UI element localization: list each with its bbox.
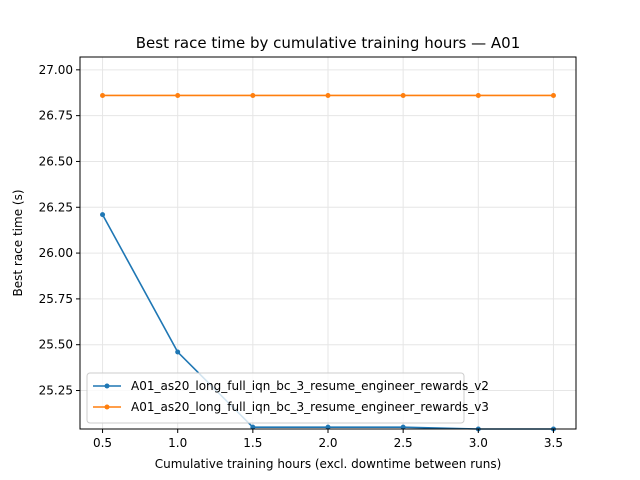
y-tick-label: 26.75: [39, 109, 73, 123]
x-tick-label: 1.5: [243, 436, 262, 450]
y-tick-label: 26.50: [39, 154, 73, 168]
x-tick-label: 1.0: [168, 436, 187, 450]
data-point: [100, 92, 106, 98]
chart-title: Best race time by cumulative training ho…: [136, 34, 521, 52]
y-tick-label: 26.00: [39, 246, 73, 260]
data-point: [325, 424, 331, 430]
y-tick-label: 25.75: [39, 292, 73, 306]
legend: A01_as20_long_full_iqn_bc_3_resume_engin…: [86, 372, 489, 424]
x-tick-label: 0.5: [93, 436, 112, 450]
legend-box: [86, 372, 465, 424]
x-tick-label: 3.5: [544, 436, 563, 450]
x-tick-label: 2.0: [318, 436, 337, 450]
data-point: [175, 349, 181, 355]
data-point: [550, 92, 556, 98]
data-point: [400, 92, 406, 98]
x-tick-label: 2.5: [394, 436, 413, 450]
y-tick-label: 26.25: [39, 200, 73, 214]
data-point: [325, 92, 331, 98]
data-point: [175, 92, 181, 98]
grid-lines: [80, 57, 576, 429]
legend-label-v3: A01_as20_long_full_iqn_bc_3_resume_engin…: [131, 400, 489, 414]
x-axis-label: Cumulative training hours (excl. downtim…: [155, 457, 502, 471]
y-tick-label: 27.00: [39, 63, 73, 77]
data-point: [400, 424, 406, 430]
legend-marker-v3: [104, 404, 110, 410]
data-point: [250, 424, 256, 430]
legend-label-v2: A01_as20_long_full_iqn_bc_3_resume_engin…: [131, 379, 489, 393]
data-point: [475, 92, 481, 98]
legend-marker-v2: [104, 383, 110, 389]
data-point: [100, 212, 106, 218]
y-tick-label: 25.50: [39, 338, 73, 352]
y-axis-label: Best race time (s): [11, 189, 25, 296]
x-axis-ticks: 0.5 1.0 1.5 2.0 2.5 3.0 3.5: [93, 429, 563, 450]
data-point: [250, 92, 256, 98]
y-axis-ticks: 25.25 25.50 25.75 26.00 26.25 26.50 26.75 27.00: [39, 63, 80, 398]
x-tick-label: 3.0: [469, 436, 488, 450]
y-tick-label: 25.25: [39, 384, 73, 398]
